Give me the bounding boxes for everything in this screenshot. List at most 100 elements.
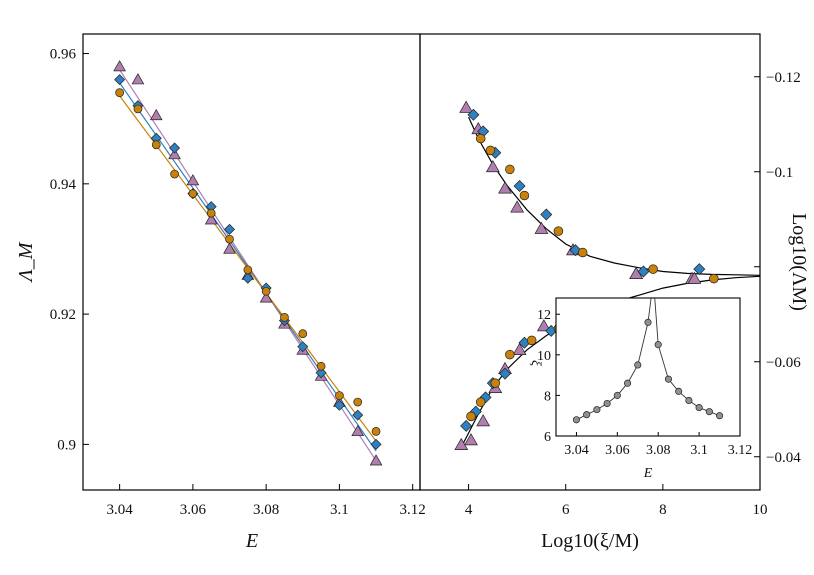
inset-x-tick-label-0: 3.04 bbox=[564, 443, 589, 458]
right-x-ticks: 4 6 8 10 bbox=[465, 484, 768, 518]
right-fit-curve-1 bbox=[468, 116, 761, 276]
inset-x-tick-label-3: 3.1 bbox=[690, 443, 708, 458]
left-x-tick-label-0: 3.04 bbox=[107, 502, 134, 518]
left-y-tick-label-2: 0.94 bbox=[50, 177, 77, 193]
right-y-axis-label: Log10(ΛM) bbox=[788, 213, 810, 311]
inset-point-4 bbox=[613, 391, 621, 399]
inset-x-axis-label: E bbox=[643, 466, 653, 481]
right-point-triangle-13 bbox=[510, 200, 525, 213]
right-point-circle-7 bbox=[709, 273, 719, 284]
right-panel-frame bbox=[419, 33, 761, 491]
inset-data-points bbox=[572, 318, 724, 424]
right-point-triangle-12 bbox=[498, 181, 512, 194]
left-fit-line-triangle bbox=[119, 69, 377, 462]
left-point-circle-9 bbox=[280, 313, 289, 322]
inset-point-13 bbox=[705, 408, 713, 416]
right-point-circle-9 bbox=[485, 145, 496, 156]
inset-point-3 bbox=[603, 399, 611, 408]
right-point-triangle-5 bbox=[512, 342, 527, 355]
right-point-triangle-9 bbox=[459, 100, 474, 113]
left-data-points bbox=[113, 60, 383, 466]
right-x-tick-label-0: 4 bbox=[465, 502, 473, 518]
left-point-circle-13 bbox=[353, 397, 363, 407]
right-point-circle-10 bbox=[505, 164, 515, 175]
left-point-circle-14 bbox=[371, 427, 381, 436]
inset-point-14 bbox=[716, 412, 724, 420]
inset-point-9 bbox=[664, 375, 672, 383]
left-point-diamond-6 bbox=[224, 223, 236, 235]
right-point-diamond-8 bbox=[693, 263, 706, 276]
right-point-diamond-4 bbox=[499, 367, 511, 380]
left-point-circle-7 bbox=[243, 265, 253, 275]
right-point-circle-14 bbox=[648, 264, 658, 274]
left-point-circle-3 bbox=[170, 169, 179, 179]
left-x-tick-label-1: 3.06 bbox=[180, 502, 207, 518]
inset-y-tick-label-2: 10 bbox=[537, 349, 551, 364]
right-point-triangle-11 bbox=[485, 159, 500, 173]
left-point-triangle-5 bbox=[204, 213, 218, 225]
right-point-circle-4 bbox=[526, 335, 537, 346]
left-point-triangle-6 bbox=[223, 242, 236, 254]
inset-point-8 bbox=[654, 341, 662, 349]
left-y-ticks: 0.9 0.92 0.94 0.96 bbox=[50, 47, 89, 453]
left-point-circle-0 bbox=[115, 88, 124, 97]
inset-point-0 bbox=[572, 416, 580, 424]
right-point-diamond-9 bbox=[467, 108, 480, 121]
inset-y-tick-label-1: 8 bbox=[544, 389, 551, 404]
right-y-tick-label-3: −0.1 bbox=[766, 165, 793, 181]
inset-y-axis-label: ξ bbox=[528, 360, 543, 366]
right-y-tick-label-4: −0.12 bbox=[766, 70, 801, 86]
left-point-circle-5 bbox=[206, 208, 216, 218]
inset-point-6 bbox=[634, 361, 642, 369]
right-x-axis-label: Log10(ξ/M) bbox=[541, 530, 639, 552]
left-x-axis-label: E bbox=[245, 530, 258, 552]
left-x-tick-label-3: 3.1 bbox=[330, 502, 349, 518]
left-point-circle-4 bbox=[188, 189, 198, 198]
inset-x-ticks: 3.04 3.06 3.08 3.1 3.12 bbox=[564, 432, 752, 458]
left-point-circle-11 bbox=[316, 361, 326, 371]
right-point-circle-1 bbox=[475, 397, 486, 407]
left-point-diamond-11 bbox=[315, 367, 327, 379]
left-x-tick-label-4: 3.12 bbox=[400, 502, 426, 518]
right-point-diamond-12 bbox=[513, 180, 526, 192]
right-point-circle-0 bbox=[466, 411, 476, 422]
right-point-diamond-15 bbox=[637, 265, 650, 278]
left-point-diamond-3 bbox=[169, 142, 181, 154]
left-point-diamond-0 bbox=[114, 74, 126, 86]
left-y-tick-label-3: 0.96 bbox=[50, 47, 77, 63]
left-point-circle-12 bbox=[335, 391, 344, 400]
left-point-triangle-14 bbox=[369, 454, 383, 466]
left-x-tick-label-2: 3.08 bbox=[253, 502, 279, 518]
inset-point-11 bbox=[685, 396, 693, 405]
left-y-axis-label: Λ_M bbox=[15, 241, 37, 283]
left-point-triangle-8 bbox=[259, 291, 273, 303]
right-point-triangle-6 bbox=[536, 319, 551, 332]
right-point-triangle-0 bbox=[454, 437, 469, 450]
left-point-triangle-4 bbox=[186, 174, 200, 186]
left-point-triangle-13 bbox=[351, 424, 365, 437]
right-point-circle-11 bbox=[519, 190, 530, 201]
right-point-circle-13 bbox=[577, 247, 588, 258]
right-point-circle-3 bbox=[505, 349, 515, 360]
right-point-triangle-17 bbox=[687, 271, 702, 284]
right-data-points bbox=[454, 100, 719, 450]
inset-point-10 bbox=[675, 387, 683, 395]
left-point-triangle-2 bbox=[149, 108, 163, 121]
right-x-tick-label-2: 8 bbox=[659, 502, 667, 518]
inset-y-tick-label-3: 12 bbox=[537, 308, 551, 323]
inset-point-5 bbox=[624, 379, 632, 387]
inset-point-7 bbox=[644, 318, 652, 326]
right-y-ticks: −0.04 −0.06 −0.1 −0.12 bbox=[754, 70, 801, 466]
right-point-diamond-13 bbox=[540, 208, 553, 221]
left-point-diamond-12 bbox=[333, 399, 345, 411]
left-point-diamond-13 bbox=[352, 409, 364, 421]
inset-x-tick-label-4: 3.12 bbox=[728, 443, 753, 458]
right-point-circle-8 bbox=[475, 133, 486, 144]
inset-y-ticks: 6 8 10 12 bbox=[537, 308, 560, 445]
right-x-tick-label-3: 10 bbox=[753, 502, 768, 518]
right-point-triangle-2 bbox=[476, 414, 491, 427]
inset-point-2 bbox=[593, 406, 601, 414]
right-y-tick-label-0: −0.04 bbox=[766, 450, 801, 466]
inset-x-tick-label-2: 3.08 bbox=[646, 443, 671, 458]
